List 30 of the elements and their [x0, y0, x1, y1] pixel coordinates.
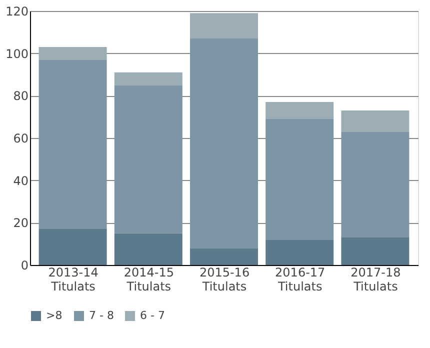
x-tick-label: 2014-15 Titulats	[124, 266, 174, 294]
bar	[114, 233, 182, 265]
bar	[341, 110, 410, 132]
x-tick-label: 2013-14 Titulats	[48, 266, 98, 294]
legend-label: >8	[46, 309, 62, 322]
bar	[38, 60, 107, 230]
bar	[266, 118, 334, 240]
bar	[341, 237, 410, 265]
bar	[266, 102, 334, 119]
x-tick-label: 2017-18 Titulats	[350, 266, 401, 294]
y-tick-label: 40	[13, 174, 28, 188]
bar	[38, 229, 107, 265]
bar	[114, 72, 182, 86]
bar	[190, 248, 258, 265]
legend-label: 7 - 8	[89, 309, 114, 322]
legend-label: 6 - 7	[140, 309, 165, 322]
bar	[38, 46, 107, 60]
bar	[341, 132, 410, 238]
bar	[190, 13, 258, 39]
x-tick-label: 2016-17 Titulats	[275, 266, 326, 294]
x-tick-label: 2015-16 Titulats	[199, 266, 250, 294]
y-tick-label: 80	[13, 89, 28, 104]
y-tick-label: 20	[13, 216, 28, 230]
bar	[266, 240, 334, 265]
bar	[114, 85, 182, 234]
bar	[190, 38, 258, 248]
y-tick-label: 100	[6, 46, 28, 61]
y-tick-label: 60	[13, 132, 28, 146]
y-tick-label: 120	[6, 4, 28, 18]
y-tick-label: 0	[20, 258, 28, 272]
